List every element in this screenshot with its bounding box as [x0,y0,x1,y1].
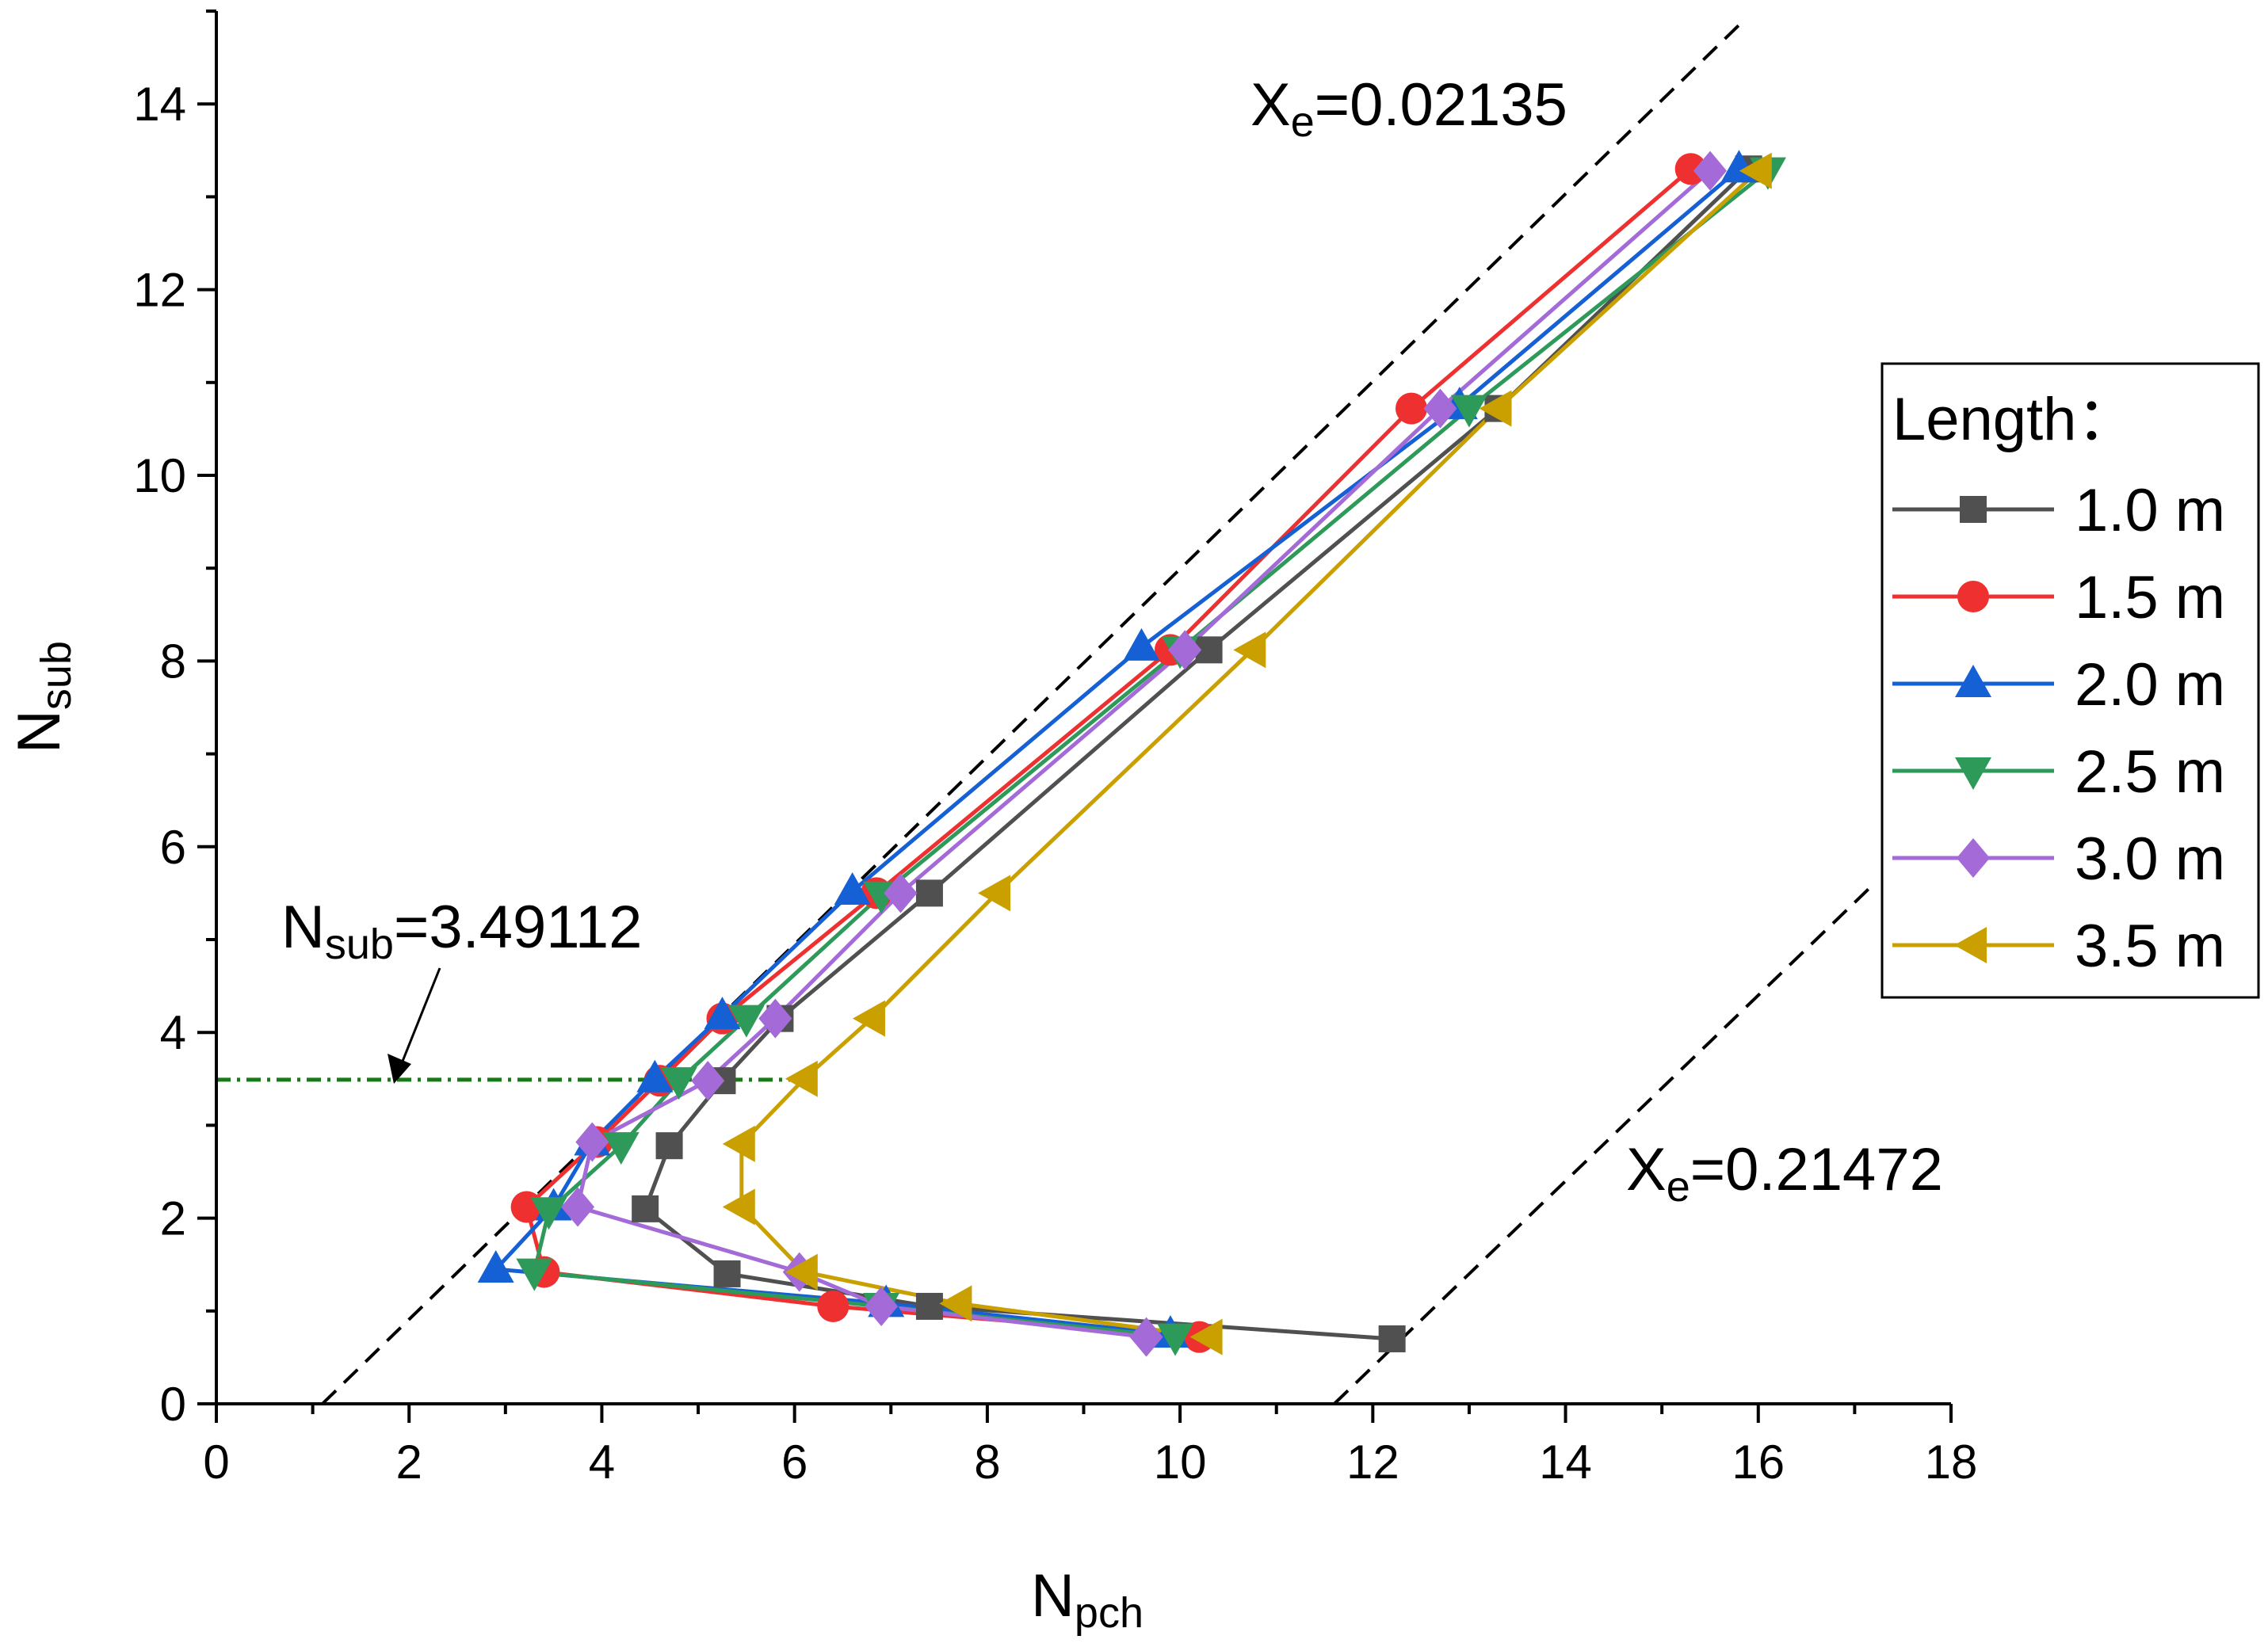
data-point-2-5-m [727,1005,765,1038]
legend-label-2-0-m: 2.0 m [2075,651,2225,719]
legend-label-1-0-m: 1.0 m [2075,477,2225,544]
legend-label-1-5-m: 1.5 m [2075,564,2225,631]
data-point-3-5-m [939,1285,972,1322]
data-point-3-0-m [865,1286,899,1326]
data-point-2-0-m [636,1059,674,1092]
xe-annotation-1: Xe=0.02135 [1250,71,1567,146]
y-tick-label: 8 [160,635,186,688]
nsub-annotation: Nsub=3.49112 [281,894,642,968]
y-tick-label: 14 [133,78,186,131]
data-point-3-0-m [1693,151,1727,191]
data-point-2-5-m [530,1197,567,1230]
legend-title: Length： [1892,386,2136,453]
data-point-3-0-m [561,1187,595,1227]
data-point-3-5-m [978,875,1011,912]
legend-marker-3-0-m [1957,838,1990,878]
y-tick-label: 12 [133,264,186,317]
x-tick-label: 6 [781,1436,808,1489]
xe-annotation-2: Xe=0.21472 [1626,1136,1943,1211]
series-line-2-5-m [532,169,1770,1340]
data-point-2-0-m [477,1250,514,1283]
legend-label-3-0-m: 3.0 m [2075,826,2225,893]
data-point-3-0-m [1168,630,1202,670]
data-point-3-5-m [852,1000,885,1037]
data-point-1-0-m [1378,1325,1406,1352]
data-point-2-0-m [1123,627,1160,661]
data-point-3-0-m [575,1122,609,1162]
x-tick-label: 8 [974,1436,1000,1489]
data-point-1-0-m [915,1292,943,1320]
legend-marker-2-5-m [1955,757,1991,790]
y-tick-label: 6 [160,821,186,874]
data-point-2-5-m [602,1132,640,1165]
x-tick-label: 10 [1154,1436,1207,1489]
data-point-3-5-m [785,1060,818,1097]
x-tick-label: 12 [1346,1436,1399,1489]
data-point-3-0-m [1129,1317,1163,1357]
reference-lines [216,19,1876,1405]
x-tick-label: 14 [1539,1436,1592,1489]
x-tick-label: 2 [396,1436,422,1489]
data-point-2-5-m [1157,1323,1194,1356]
data-point-2-0-m [704,997,741,1030]
legend-marker-2-0-m [1955,665,1991,697]
legend-marker-3-5-m [1954,927,1987,963]
legend-marker-1-0-m [1960,496,1987,523]
data-point-3-5-m [1233,631,1266,669]
data-point-3-5-m [722,1188,755,1226]
x-tick-label: 4 [589,1436,615,1489]
legend-box [1880,362,2260,999]
y-tick-label: 0 [160,1378,186,1431]
data-point-1-5-m [1395,392,1427,425]
data-point-1-0-m [713,1260,741,1287]
data-point-1-0-m [632,1195,659,1222]
series-lines [494,167,1770,1341]
data-point-1-5-m [817,1290,850,1322]
data-point-3-5-m [1189,1318,1223,1355]
data-point-3-0-m [884,873,918,913]
legend: Length： 1.0 m 1.5 m 2.0 m 2.5 m 3.0 m 3.5 m [1880,362,2260,999]
nsub-arrow [388,967,441,1084]
y-tick-label: 4 [160,1006,186,1059]
y-tick-label: 10 [133,449,186,502]
data-point-3-5-m [1739,152,1772,189]
data-point-3-0-m [1423,388,1457,429]
data-point-2-5-m [516,1258,553,1291]
x-tick-label: 18 [1925,1436,1978,1489]
data-point-3-5-m [785,1253,818,1291]
legend-label-3-5-m: 3.5 m [2075,913,2225,980]
axes: 0 2 4 6 8 10 12 14 16 18 0 2 4 6 8 10 12 14 [133,10,1978,1489]
data-point-2-5-m [1450,395,1487,428]
data-point-2-5-m [660,1067,697,1100]
data-point-1-0-m [915,879,943,907]
legend-marker-1-5-m [1957,581,1989,612]
data-point-3-5-m [722,1125,755,1162]
xe-line-2 [1333,883,1876,1405]
series-markers [477,150,1786,1357]
data-point-1-0-m [655,1132,683,1160]
y-axis-title: Nsub [6,641,80,753]
x-axis-title: Npch [1031,1562,1144,1637]
x-tick-label: 0 [203,1436,229,1489]
data-point-2-0-m [834,872,871,906]
series-line-3-5-m [739,169,1760,1340]
x-tick-label: 16 [1732,1436,1785,1489]
data-point-3-5-m [1479,390,1512,427]
data-point-3-0-m [691,1061,725,1101]
y-tick-label: 2 [160,1192,186,1245]
data-point-3-0-m [758,998,792,1039]
legend-label-2-5-m: 2.5 m [2075,738,2225,806]
